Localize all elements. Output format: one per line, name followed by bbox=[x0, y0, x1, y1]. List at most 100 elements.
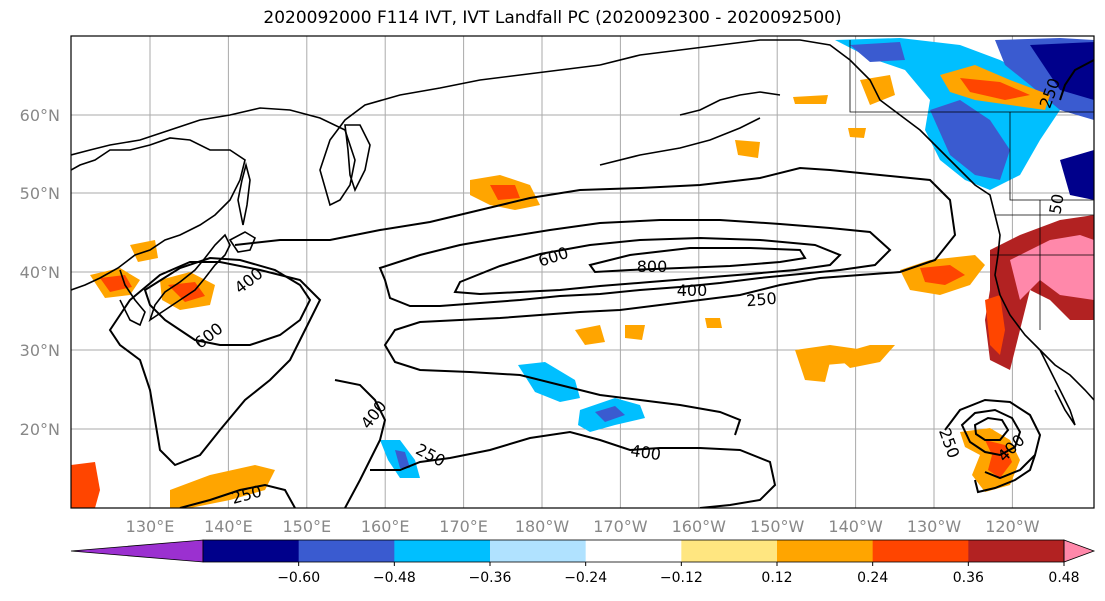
contour-250-sw bbox=[179, 483, 296, 508]
lat-tick-label: 20°N bbox=[20, 420, 60, 439]
contour-tc-inner bbox=[973, 416, 1010, 441]
contour-label: 50 bbox=[1045, 192, 1067, 215]
shade-pos-st5 bbox=[800, 362, 830, 382]
contour-ne bbox=[1059, 59, 1094, 101]
coast-korea bbox=[119, 269, 146, 327]
colorbar-tick-label: 0.12 bbox=[761, 570, 792, 586]
colorbar-segment bbox=[777, 540, 874, 562]
coast-alaska bbox=[599, 39, 996, 216]
pc-shading bbox=[71, 38, 1094, 508]
lon-tick-label: 130°W bbox=[907, 517, 962, 536]
contour-800-main bbox=[588, 247, 807, 274]
contour-label: 400 bbox=[629, 441, 662, 464]
shade-pos-ak-3 bbox=[860, 75, 895, 105]
coastlines bbox=[71, 39, 1094, 426]
shade-pos-goa3 bbox=[848, 128, 866, 138]
contour-600-main bbox=[453, 236, 842, 296]
colorbar-tick-label: 0.24 bbox=[857, 570, 888, 586]
coast-japan bbox=[148, 233, 231, 322]
lon-tick-label: 150°W bbox=[750, 517, 805, 536]
lon-tick-label: 150°E bbox=[282, 517, 331, 536]
contour-250-south bbox=[370, 430, 777, 508]
shade-pos-wus-2 bbox=[1010, 235, 1094, 300]
shade-neg-nw bbox=[850, 42, 905, 62]
lon-tick-label: 140°W bbox=[828, 517, 883, 536]
shade-pos-korea-3 bbox=[130, 240, 158, 262]
contour-tc-outer bbox=[944, 398, 1042, 480]
contour-label: 800 bbox=[637, 257, 668, 276]
colorbar-segment bbox=[968, 540, 1065, 562]
lon-tick-label: 160°E bbox=[361, 517, 410, 536]
shade-pos-tc-2 bbox=[985, 440, 1012, 478]
contour-400-sw bbox=[334, 379, 387, 508]
colorbar: −0.60 −0.48 −0.36 −0.24 −0.12 0.12 0.24 0.36 0.4… bbox=[70, 539, 1096, 586]
lat-tick-label: 60°N bbox=[20, 106, 60, 125]
contour-250-west bbox=[108, 261, 322, 467]
ivt-contours bbox=[108, 59, 1094, 508]
shade-pos-ak-2 bbox=[960, 78, 1030, 100]
colorbar-extend-high bbox=[1063, 539, 1096, 563]
lon-tick-label: 120°W bbox=[985, 517, 1040, 536]
colorbar-segment bbox=[394, 540, 491, 562]
map-border bbox=[70, 35, 1095, 509]
shade-pos-sw bbox=[71, 462, 100, 508]
contour-250-main bbox=[234, 166, 957, 436]
lon-tick-label: 170°E bbox=[439, 517, 488, 536]
lat-tick-label: 50°N bbox=[20, 184, 60, 203]
colorbar-segment bbox=[203, 540, 300, 562]
colorbar-tick-label: −0.12 bbox=[660, 570, 703, 586]
coast-alaska-pen bbox=[679, 91, 781, 116]
colorbar-tick-label: −0.48 bbox=[373, 570, 416, 586]
colorbar-tick-label: −0.60 bbox=[277, 570, 320, 586]
shade-pos-korea-2 bbox=[100, 275, 132, 292]
coast-asia bbox=[71, 137, 246, 291]
colorbar-outline bbox=[202, 539, 1065, 563]
lon-tick-label: 160°W bbox=[672, 517, 727, 536]
contour-400-main bbox=[378, 219, 892, 307]
lon-tick-label: 170°W bbox=[593, 517, 648, 536]
colorbar-tick-label: 0.36 bbox=[953, 570, 984, 586]
colorbar-tick-label: −0.24 bbox=[564, 570, 607, 586]
lon-tick-label: 140°E bbox=[204, 517, 253, 536]
lat-ticks: 60°N 50°N 40°N 30°N 20°N bbox=[20, 106, 60, 439]
shade-pos-wus-3 bbox=[985, 295, 1005, 355]
contour-label: 400 bbox=[677, 281, 708, 300]
contour-400-west bbox=[143, 256, 312, 346]
gridlines bbox=[71, 36, 1094, 508]
colorbar-segment bbox=[585, 540, 682, 562]
shade-pos-140w-2 bbox=[920, 265, 965, 285]
contour-label: 250 bbox=[745, 289, 777, 311]
shade-pos-st2 bbox=[625, 325, 645, 340]
shade-pos-st4 bbox=[835, 345, 895, 368]
lat-tick-label: 40°N bbox=[20, 263, 60, 282]
shade-pos-goa2 bbox=[793, 95, 828, 104]
colorbar-extend-low bbox=[70, 539, 204, 563]
shade-pos-cp-2 bbox=[490, 185, 520, 200]
colorbar-segment bbox=[490, 540, 587, 562]
colorbar-segment bbox=[298, 540, 395, 562]
shade-neg-canada-4 bbox=[1030, 42, 1094, 100]
coast-sakhalin bbox=[237, 161, 251, 226]
shade-neg-canada-2 bbox=[930, 100, 1010, 180]
coast-kamchatka bbox=[344, 124, 371, 193]
shade-pos-st1 bbox=[575, 325, 605, 345]
coast-asia-north bbox=[71, 64, 601, 207]
coast-baja bbox=[1039, 349, 1076, 426]
colorbar-segment bbox=[681, 540, 778, 562]
colorbar-segment bbox=[872, 540, 969, 562]
lat-tick-label: 30°N bbox=[20, 341, 60, 360]
shade-pos-st6 bbox=[705, 318, 722, 328]
shade-neg-st3b bbox=[395, 450, 410, 468]
map-title: 2020092000 F114 IVT, IVT Landfall PC (20… bbox=[263, 8, 842, 28]
shade-pos-jp-2 bbox=[168, 282, 205, 302]
lon-ticks: 130°E 140°E 150°E 160°E 170°E 180°W 170°W 160°W… bbox=[126, 517, 1040, 536]
shade-neg-canada-5 bbox=[1060, 150, 1094, 200]
coast-aleutians bbox=[599, 117, 761, 166]
coast-west-us bbox=[994, 214, 1094, 401]
lon-tick-label: 130°E bbox=[126, 517, 175, 536]
shade-neg-st2b bbox=[595, 406, 625, 422]
colorbar-tick-label: 0.48 bbox=[1048, 570, 1079, 586]
lon-tick-label: 180°W bbox=[515, 517, 570, 536]
shade-pos-goa bbox=[735, 140, 760, 158]
